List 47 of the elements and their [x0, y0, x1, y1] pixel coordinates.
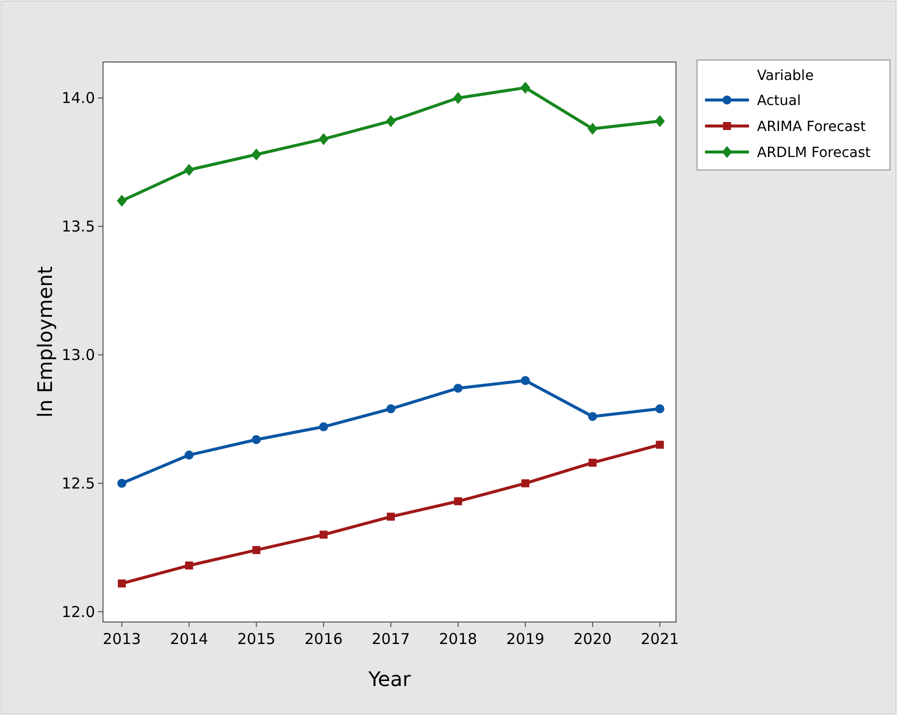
legend-label: Actual [757, 92, 801, 109]
y-tick-label: 12.0 [62, 602, 95, 621]
point [319, 422, 328, 432]
y-tick-label: 14.0 [62, 89, 95, 108]
x-tick-label: 2018 [439, 630, 478, 648]
point [386, 512, 395, 521]
point [184, 450, 194, 460]
point [116, 194, 127, 207]
point [117, 478, 126, 488]
point [320, 530, 328, 539]
x-tick-label: 2013 [102, 630, 141, 648]
point [251, 148, 262, 160]
point [588, 458, 597, 467]
point [252, 546, 260, 554]
x-tick-label: 2014 [170, 630, 208, 648]
point [655, 404, 664, 414]
point [184, 164, 194, 176]
y-tick-label: 13.5 [62, 218, 95, 236]
x-tick-label: 2016 [304, 630, 343, 648]
point [185, 561, 194, 570]
y-tick-label: 12.5 [62, 474, 95, 493]
x-tick-label: 2021 [640, 630, 679, 648]
point [386, 404, 396, 414]
point [252, 435, 261, 444]
point [386, 115, 396, 128]
point [588, 122, 598, 135]
y-axis-title: ln Employment [33, 266, 57, 418]
point [454, 497, 462, 506]
x-tick-label: 2020 [574, 630, 612, 648]
point [118, 579, 126, 588]
point [520, 82, 530, 94]
legend-label: ARIMA Forecast [757, 118, 866, 135]
legend-label: ARDLM Forecast [757, 144, 872, 161]
point [453, 92, 464, 104]
x-tick-label: 2017 [372, 630, 410, 648]
x-tick-label: 2019 [506, 630, 544, 648]
y-tick-label: 13.0 [62, 346, 95, 364]
point [588, 412, 598, 421]
point [656, 440, 664, 449]
point [520, 376, 530, 386]
point [521, 479, 530, 488]
x-axis-title: Year [367, 667, 412, 691]
point [318, 133, 329, 146]
point [654, 115, 665, 128]
point [454, 384, 463, 393]
legend-title: Variable [757, 68, 814, 84]
x-tick-label: 2015 [237, 630, 276, 648]
